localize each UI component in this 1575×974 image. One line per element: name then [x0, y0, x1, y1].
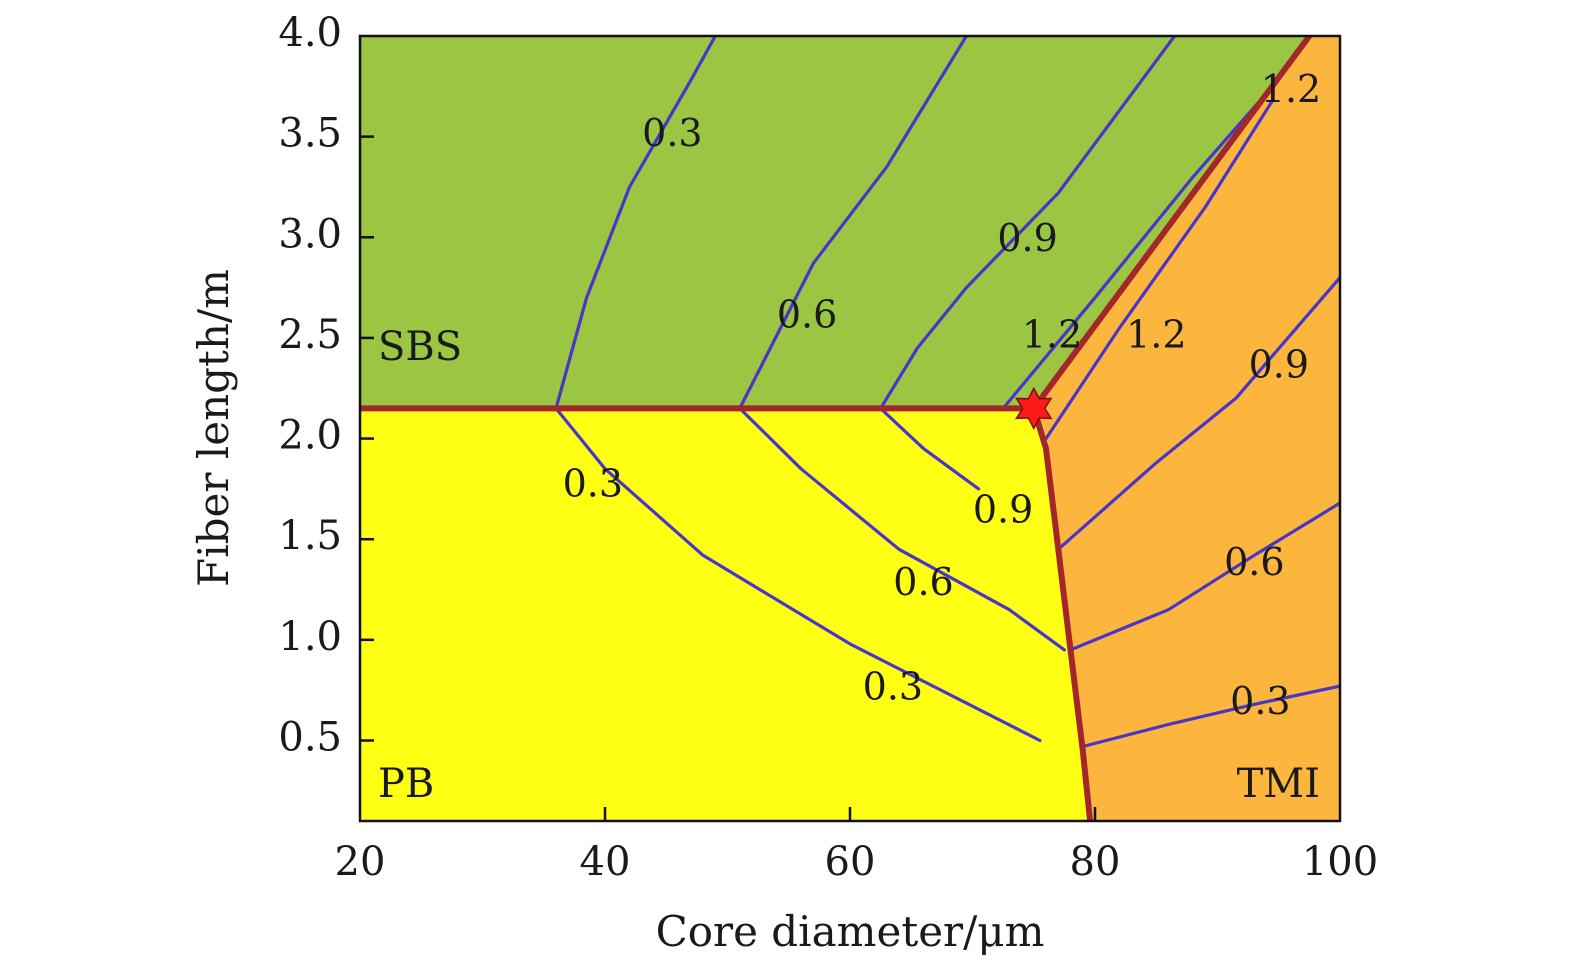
region-label-tmi: TMI — [1237, 761, 1320, 807]
region-pb — [360, 408, 1091, 821]
contour-label-1: 0.6 — [777, 292, 837, 336]
y-axis-ticks: 0.5 1.0 1.5 2.0 2.5 3.0 3.5 4.0 — [278, 10, 374, 760]
stability-regions — [360, 36, 1340, 821]
contour-pb-0_6-5 — [738, 406, 1067, 652]
x-tick-label-0: 20 — [335, 839, 386, 885]
region-label-sbs: SBS — [378, 324, 462, 370]
contour-sbs-1_2-3 — [1001, 84, 1275, 410]
region-label-pb: PB — [378, 761, 434, 807]
contour-label-0: 0.3 — [642, 111, 702, 155]
y-tick-label-5: 3.0 — [278, 211, 342, 257]
contour-labels: 0.3 0.6 0.9 1.2 1.2 1.2 0.9 0.3 0.9 0.6 0.6 0.3 0.3 — [563, 67, 1322, 723]
y-tick-label-0: 0.5 — [278, 714, 342, 760]
contour-pb-0_3-4 — [554, 406, 1042, 743]
contour-label-4: 1.2 — [1126, 312, 1186, 356]
x-tick-label-1: 40 — [580, 839, 631, 885]
y-tick-label-6: 3.5 — [278, 111, 342, 157]
contour-label-7: 0.3 — [563, 461, 623, 505]
x-tick-label-3: 80 — [1070, 839, 1121, 885]
contour-label-12: 0.3 — [1230, 679, 1290, 723]
contour-sbs-0_9-2 — [878, 36, 1177, 410]
x-axis-title: Core diameter/μm — [656, 907, 1045, 956]
x-tick-label-4: 100 — [1302, 839, 1378, 885]
contour-tmi-0_6-9 — [1068, 501, 1340, 652]
region-boundaries — [360, 36, 1313, 821]
contour-label-3: 1.2 — [1022, 312, 1082, 356]
region-tmi — [1033, 36, 1340, 821]
contour-label-2: 0.9 — [997, 216, 1057, 260]
contour-sbs-0_3-0 — [554, 36, 717, 410]
contour-label-8: 0.9 — [973, 488, 1033, 532]
region-sbs — [360, 36, 1310, 409]
contour-tmi-1_2-7 — [1044, 98, 1275, 441]
x-tick-label-2: 60 — [825, 839, 876, 885]
star-marker-icon — [1014, 386, 1053, 431]
contour-label-11: 0.3 — [863, 665, 923, 709]
contour-label-6: 0.9 — [1249, 343, 1309, 387]
y-tick-label-3: 2.0 — [278, 413, 342, 459]
contour-label-9: 0.6 — [893, 560, 953, 604]
contour-tmi-0_3-10 — [1081, 684, 1340, 749]
contour-label-5: 1.2 — [1261, 67, 1321, 111]
contour-sbs-0_6-1 — [738, 36, 969, 410]
boundary-sbs-tmi — [1030, 36, 1313, 412]
contour-tmi-0_9-8 — [1056, 275, 1340, 551]
boundary-pb-tmi — [1030, 405, 1094, 821]
contour-label-10: 0.6 — [1224, 540, 1284, 584]
operating-point — [1014, 386, 1053, 431]
x-axis-ticks: 20 40 60 80 100 — [335, 807, 1378, 885]
contour-lines — [554, 36, 1340, 749]
y-tick-label-4: 2.5 — [278, 312, 342, 358]
y-tick-label-7: 4.0 — [278, 10, 342, 56]
y-tick-label-2: 1.5 — [278, 513, 342, 559]
contour-pb-0_9-6 — [878, 406, 981, 491]
y-tick-label-1: 1.0 — [278, 614, 342, 660]
y-axis-title: Fiber length/m — [189, 269, 238, 587]
